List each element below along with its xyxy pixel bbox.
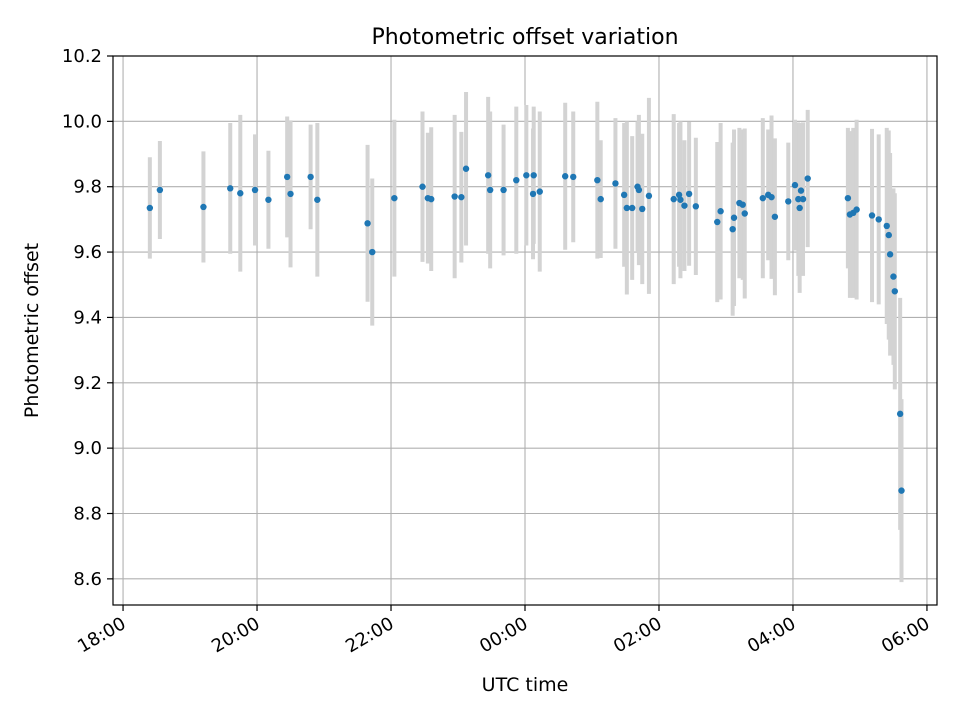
data-point bbox=[594, 176, 601, 184]
data-point bbox=[771, 213, 779, 220]
data-point bbox=[670, 195, 677, 203]
data-point bbox=[692, 203, 700, 210]
data-point bbox=[885, 231, 892, 239]
data-point bbox=[844, 194, 852, 202]
data-point bbox=[868, 212, 876, 219]
data-point bbox=[785, 198, 792, 205]
data-point bbox=[898, 487, 905, 494]
data-point bbox=[458, 193, 465, 201]
y-tick-label: 9.4 bbox=[73, 307, 102, 328]
data-point bbox=[428, 195, 435, 203]
data-point bbox=[462, 165, 470, 172]
data-point bbox=[486, 186, 494, 194]
data-point bbox=[530, 172, 537, 179]
y-tick-label: 9.0 bbox=[73, 438, 102, 459]
data-point bbox=[570, 173, 577, 181]
data-point bbox=[612, 180, 619, 187]
data-point bbox=[251, 186, 259, 194]
y-tick-label: 9.8 bbox=[73, 177, 102, 198]
data-point bbox=[853, 206, 860, 213]
y-axis-label: Photometric offset bbox=[21, 243, 43, 418]
x-axis-label: UTC time bbox=[482, 674, 569, 696]
data-point bbox=[628, 204, 636, 212]
data-point bbox=[639, 205, 646, 213]
data-point bbox=[804, 175, 811, 182]
data-point bbox=[677, 196, 684, 203]
y-tick-label: 10.0 bbox=[62, 111, 102, 132]
data-point bbox=[681, 202, 688, 209]
data-point bbox=[227, 185, 234, 192]
data-points bbox=[146, 165, 905, 494]
data-point bbox=[685, 190, 693, 198]
data-point bbox=[797, 187, 805, 194]
data-point bbox=[896, 410, 904, 418]
y-tick-label: 10.2 bbox=[62, 46, 102, 67]
data-point bbox=[795, 195, 802, 203]
data-point bbox=[561, 173, 569, 180]
data-point bbox=[883, 222, 890, 230]
data-point bbox=[283, 173, 291, 181]
data-point bbox=[237, 190, 244, 197]
data-point bbox=[513, 176, 520, 184]
data-point bbox=[529, 190, 537, 198]
data-point bbox=[675, 191, 683, 199]
y-tick-label: 9.6 bbox=[73, 242, 102, 263]
data-point bbox=[146, 204, 154, 212]
data-point bbox=[759, 194, 767, 202]
data-point bbox=[307, 173, 314, 181]
data-point bbox=[287, 190, 294, 198]
data-point bbox=[886, 251, 894, 258]
data-point bbox=[791, 181, 799, 189]
data-point bbox=[796, 204, 803, 212]
data-point bbox=[419, 183, 426, 190]
data-point bbox=[717, 208, 724, 215]
y-axis-ticks: 8.6 8.8 9.0 9.2 9.4 9.6 9.8 10.0 10.2 bbox=[62, 46, 113, 590]
data-point bbox=[523, 172, 530, 179]
data-point bbox=[265, 196, 272, 203]
y-tick-label: 8.8 bbox=[73, 504, 102, 525]
data-point bbox=[739, 201, 746, 208]
data-point bbox=[536, 188, 543, 195]
data-point bbox=[451, 193, 458, 200]
data-point bbox=[484, 172, 492, 179]
data-point bbox=[314, 196, 321, 203]
data-point bbox=[891, 288, 898, 295]
data-point bbox=[620, 191, 628, 199]
data-point bbox=[741, 210, 748, 217]
data-point bbox=[890, 273, 897, 280]
data-point bbox=[714, 218, 721, 226]
data-point bbox=[623, 204, 631, 212]
chart-title: Photometric offset variation bbox=[371, 25, 678, 50]
data-point bbox=[875, 216, 882, 223]
data-point bbox=[200, 203, 207, 211]
data-point bbox=[768, 193, 775, 201]
data-point bbox=[730, 214, 738, 221]
data-point bbox=[645, 192, 653, 200]
data-point bbox=[391, 194, 398, 202]
data-point bbox=[500, 186, 507, 194]
data-point bbox=[799, 195, 807, 203]
data-point bbox=[597, 195, 604, 203]
data-point bbox=[369, 248, 376, 256]
data-point bbox=[364, 220, 371, 227]
y-tick-label: 9.2 bbox=[73, 373, 102, 394]
y-tick-label: 8.6 bbox=[73, 569, 102, 590]
data-point bbox=[156, 186, 164, 194]
data-point bbox=[729, 225, 736, 233]
data-point bbox=[635, 186, 643, 194]
